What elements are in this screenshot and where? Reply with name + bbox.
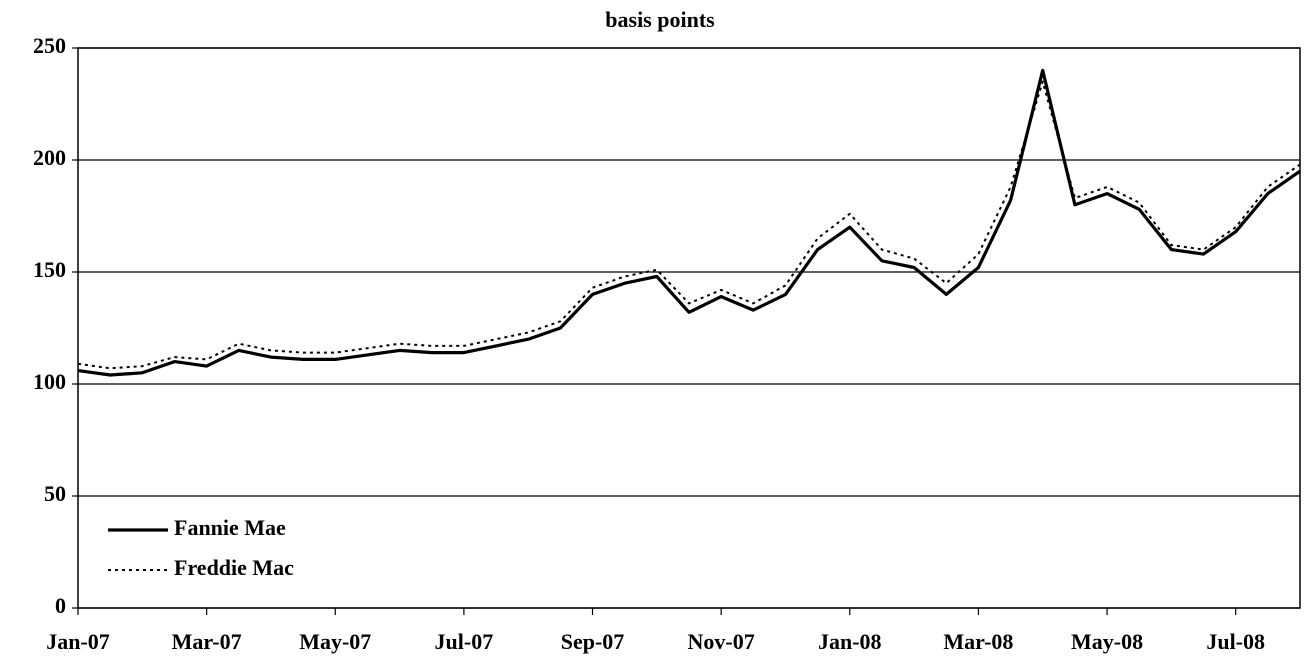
y-tick-label: 50	[44, 481, 66, 506]
chart-title: basis points	[605, 7, 715, 32]
x-tick-label: Jul-07	[435, 629, 494, 654]
x-tick-label: Jul-08	[1206, 629, 1265, 654]
x-tick-label: Sep-07	[561, 629, 625, 654]
x-tick-label: Mar-08	[943, 629, 1013, 654]
series-line	[77, 68, 1301, 377]
x-tick-label: Mar-07	[172, 629, 242, 654]
x-tick-label: Jan-07	[46, 629, 110, 654]
x-tick-label: Nov-07	[688, 629, 755, 654]
x-tick-label: May-08	[1071, 629, 1143, 654]
x-tick-label: Jan-08	[818, 629, 882, 654]
y-tick-label: 100	[33, 369, 66, 394]
y-tick-label: 250	[33, 33, 66, 58]
series-line	[77, 80, 1301, 370]
legend-label: Fannie Mae	[174, 515, 286, 540]
legend-label: Freddie Mac	[174, 555, 294, 580]
y-tick-label: 200	[33, 145, 66, 170]
y-tick-label: 150	[33, 257, 66, 282]
x-tick-label: May-07	[299, 629, 371, 654]
y-tick-label: 0	[55, 593, 66, 618]
